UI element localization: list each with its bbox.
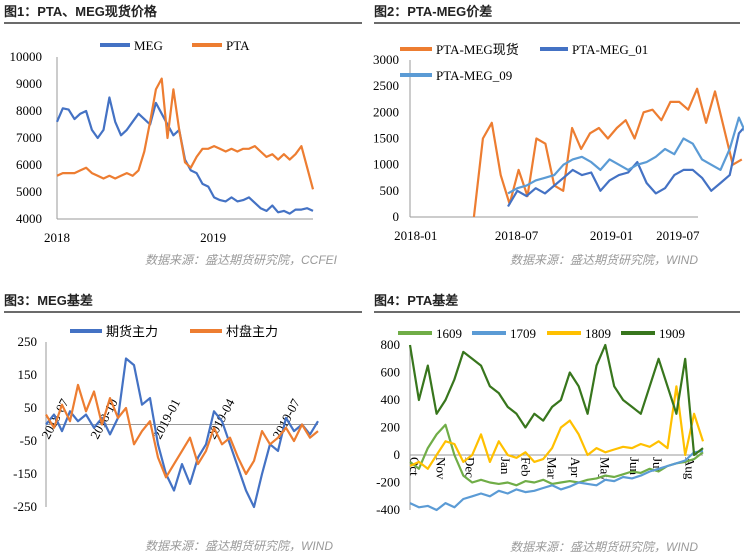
chart3-ytick-label: 250 <box>18 334 38 349</box>
chart2-ytick-label: 1000 <box>373 157 399 172</box>
chart4-series-2-line <box>409 449 704 512</box>
chart1-xtick-label: 2019 <box>200 230 226 245</box>
chart1-ytick-label: 9000 <box>16 76 42 91</box>
chart2-xtick-label: 2019-07 <box>656 228 700 243</box>
chart4-ytick-label: -400 <box>376 502 400 517</box>
chart1-rule <box>4 22 362 24</box>
chart2-xtick-label: 2018-01 <box>394 228 437 243</box>
chart2-xtick-label: 2018-07 <box>495 228 539 243</box>
chart4-xtick-label: Nov <box>433 457 448 480</box>
chart2-title: 图2：PTA-MEG价差 <box>374 4 493 19</box>
chart2-legend-label-3: PTA-MEG_09 <box>436 68 512 83</box>
chart2-ytick-label: 500 <box>380 183 400 198</box>
chart4-xtick-label: Mar <box>545 457 560 479</box>
chart4-ytick-label: -200 <box>376 475 400 490</box>
chart2-xtick-label: 2019-01 <box>590 228 633 243</box>
chart2-legend-label-1: PTA-MEG现货 <box>436 42 519 57</box>
chart1-legend-label-2: PTA <box>226 38 250 53</box>
chart2-ytick-label: 0 <box>393 209 400 224</box>
chart2-ytick-label: 1500 <box>373 131 399 146</box>
chart1-series-2-line <box>56 77 315 190</box>
chart1-source: 数据来源：盛达期货研究院，CCFEI <box>145 253 338 267</box>
chart3-series-1-line <box>45 357 319 509</box>
chart1-title: 图1：PTA、MEG现货价格 <box>4 4 157 19</box>
chart3-legend-label-2: 村盘主力 <box>226 324 278 339</box>
chart3-ytick-label: -50 <box>20 433 37 448</box>
chart3-legend-label-1: 期货主力 <box>106 324 158 339</box>
chart4-legend-label-1: 1609 <box>436 326 462 341</box>
chart4-legend-label-2: 1709 <box>510 326 536 341</box>
chart1-ytick-label: 6000 <box>16 157 42 172</box>
chart2-series-3-line <box>507 116 744 195</box>
chart1-legend-label-1: MEG <box>134 38 163 53</box>
chart4-ytick-label: 600 <box>381 365 401 380</box>
chart4-legend-label-4: 1909 <box>659 326 685 341</box>
chart2-ytick-label: 2000 <box>373 104 399 119</box>
chart4-xtick-label: Feb <box>518 457 533 477</box>
chart2-legend-label-2: PTA-MEG_01 <box>572 42 648 57</box>
chart4-ytick-label: 200 <box>381 420 401 435</box>
chart3-ytick-label: 150 <box>18 367 38 382</box>
chart4-ytick-label: 400 <box>381 392 401 407</box>
chart3-ytick-label: -150 <box>13 466 37 481</box>
chart4-xtick-label: Dec <box>463 457 478 478</box>
chart1-ytick-label: 7000 <box>16 130 42 145</box>
chart1-xtick-label: 2018 <box>44 230 70 245</box>
chart4-xtick-label: Apr <box>568 457 583 478</box>
chart4-xtick-label: Jan <box>498 457 513 475</box>
chart2-ytick-label: 3000 <box>373 52 399 67</box>
chart3-series-2-line <box>45 383 319 479</box>
chart2-series-1-line <box>472 87 743 218</box>
chart3-ytick-label: -250 <box>13 499 37 514</box>
chart1-ytick-label: 8000 <box>16 103 42 118</box>
chart4-title: 图4：PTA基差 <box>374 293 459 308</box>
chart3-title: 图3：MEG基差 <box>4 293 93 308</box>
chart1-ytick-label: 4000 <box>16 211 42 226</box>
chart3-source: 数据来源：盛达期货研究院，WIND <box>145 539 333 553</box>
chart4-legend-label-3: 1809 <box>585 326 611 341</box>
chart3-ytick-label: 50 <box>24 400 37 415</box>
chart2-ytick-label: 2500 <box>373 78 399 93</box>
chart1-ytick-label: 10000 <box>10 49 43 64</box>
chart4-series-4-line <box>408 343 704 457</box>
chart2-series-2-line <box>507 125 744 208</box>
chart4-ytick-label: 800 <box>381 337 401 352</box>
chart2-rule <box>374 22 740 24</box>
chart1-ytick-label: 5000 <box>16 184 42 199</box>
chart2-source: 数据来源：盛达期货研究院，WIND <box>510 253 698 267</box>
chart4-source: 数据来源：盛达期货研究院，WIND <box>510 540 698 554</box>
chart3-rule <box>4 311 362 313</box>
chart4-rule <box>374 311 740 313</box>
chart4-series-3-line <box>409 385 705 470</box>
chart4-ytick-label: 0 <box>394 447 401 462</box>
